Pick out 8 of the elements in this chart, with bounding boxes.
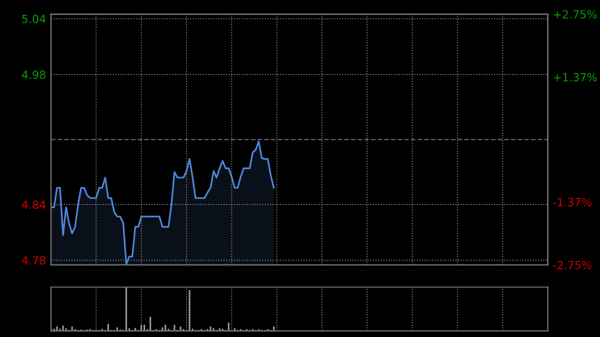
y-tick-label: 5.04: [22, 14, 46, 24]
y2-tick-label: -2.75%: [553, 260, 592, 270]
y2-tick-label: +1.37%: [554, 73, 597, 82]
y-tick-label: 4.84: [22, 200, 46, 209]
y-tick-label: 4.78: [22, 256, 46, 265]
y-tick-label: 4.98: [22, 70, 46, 79]
y2-tick-label: +2.75%: [554, 10, 597, 19]
y2-tick-label: -1.37%: [553, 198, 592, 206]
